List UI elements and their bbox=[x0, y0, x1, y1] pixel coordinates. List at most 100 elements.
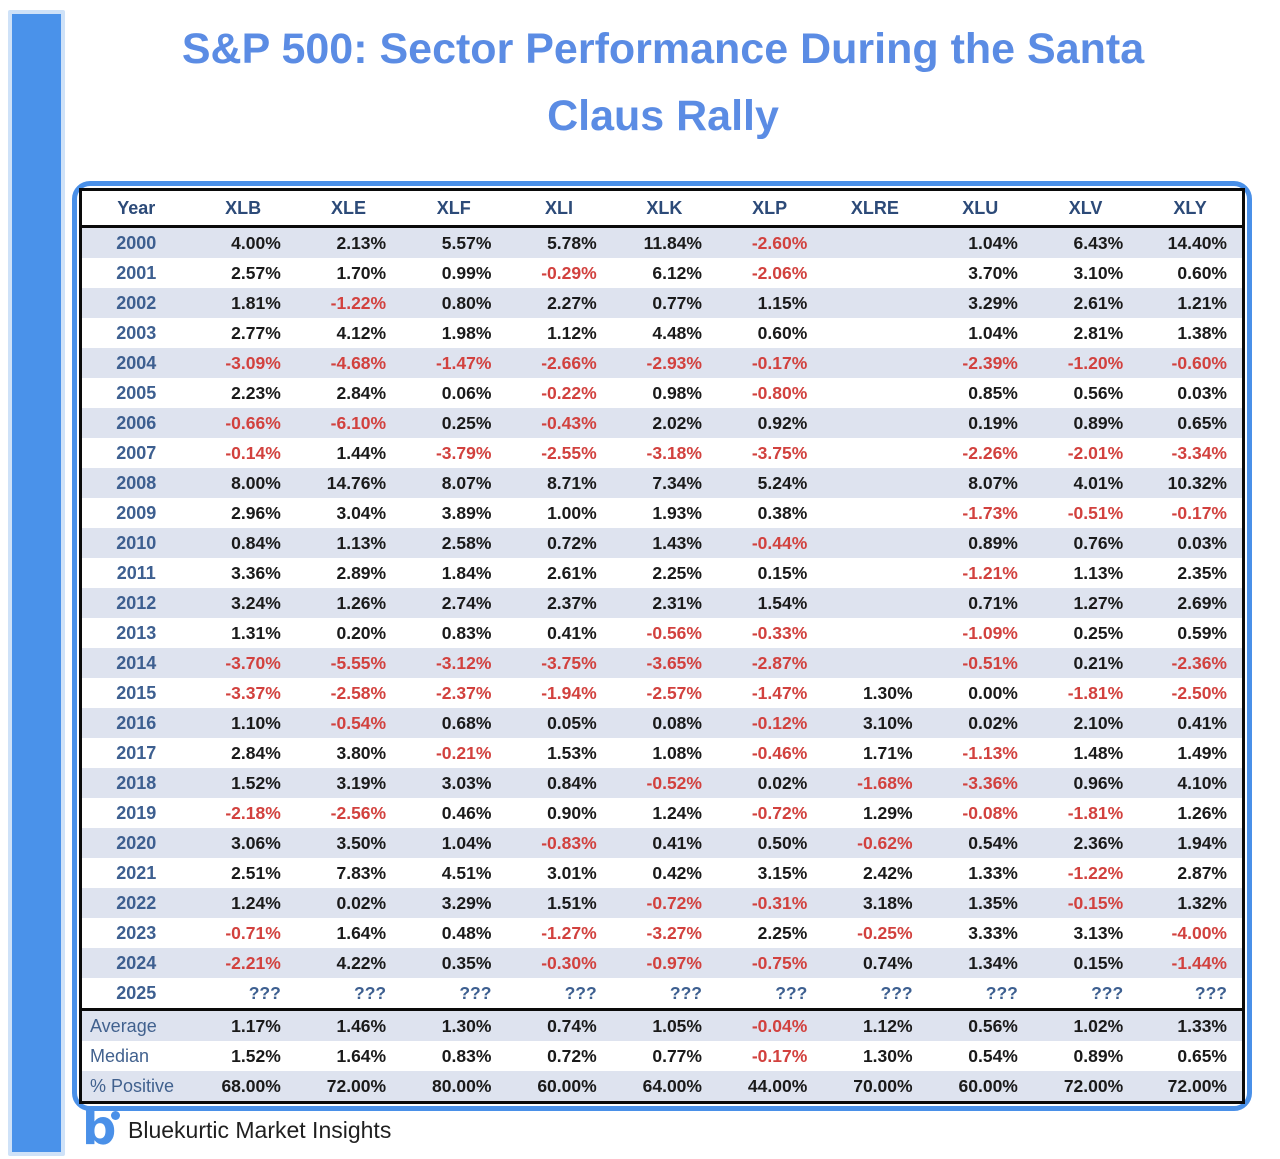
value-cell: 0.89% bbox=[927, 528, 1033, 558]
value-cell bbox=[822, 648, 928, 678]
value-cell: 1.54% bbox=[716, 588, 823, 618]
table-row-2024: 2024 -2.21% 4.22% 0.35% -0.30% -0.97% -0.75% 0.… bbox=[80, 948, 1244, 978]
value-cell bbox=[822, 408, 928, 438]
value-cell: ??? bbox=[459, 982, 492, 1003]
value-cell: 1.64% bbox=[336, 922, 387, 943]
value-cell: 1.05% bbox=[611, 1008, 717, 1041]
value-cell bbox=[822, 258, 927, 288]
value-cell: 3.29% bbox=[927, 288, 1033, 318]
value-cell: 5.24% bbox=[716, 468, 823, 498]
value-cell: 1.30% bbox=[401, 1008, 507, 1041]
value-cell: 0.02% bbox=[295, 888, 402, 918]
value-cell: -2.93% bbox=[611, 348, 717, 378]
value-cell: 0.20% bbox=[336, 622, 387, 643]
value-cell: -3.36% bbox=[927, 768, 1033, 798]
left-accent-bar bbox=[8, 10, 65, 1156]
year-cell: 2016 bbox=[80, 708, 191, 738]
value-cell: 3.19% bbox=[295, 768, 402, 798]
value-cell: 64.00% bbox=[611, 1071, 717, 1103]
table-header-row: Year XLB XLE XLF XLI XLK XLP XLRE XLU XLV XLY bbox=[80, 189, 1244, 228]
value-cell: 4.00% bbox=[190, 226, 296, 258]
value-cell: 0.46% bbox=[441, 802, 492, 823]
summary-row--positive: % Positive 68.00% 72.00% 80.00% 60.00% 64.00%… bbox=[80, 1071, 1244, 1103]
value-cell: 1.81% bbox=[190, 288, 296, 318]
value-cell: 11.84% bbox=[611, 226, 717, 258]
value-cell: -1.21% bbox=[962, 562, 1018, 583]
value-cell: 3.18% bbox=[822, 888, 928, 918]
value-cell: 0.83% bbox=[441, 622, 492, 643]
value-cell: 1.30% bbox=[862, 1045, 913, 1066]
value-cell: ??? bbox=[248, 982, 281, 1003]
value-cell: -3.65% bbox=[611, 648, 717, 678]
year-cell: 2017 bbox=[116, 742, 157, 763]
value-cell: 14.76% bbox=[295, 468, 402, 498]
value-cell: -1.47% bbox=[751, 682, 808, 703]
value-cell: -0.29% bbox=[541, 262, 597, 283]
year-cell: 2008 bbox=[80, 468, 191, 498]
value-cell: -0.43% bbox=[506, 408, 612, 438]
value-cell: 1.32% bbox=[1138, 888, 1244, 918]
value-cell: 60.00% bbox=[927, 1071, 1033, 1103]
value-cell: 0.03% bbox=[1138, 528, 1244, 558]
sector-performance-table: Year XLB XLE XLF XLI XLK XLP XLRE XLU XLV XLY 2000… bbox=[79, 188, 1245, 1104]
value-cell: -1.20% bbox=[1032, 348, 1139, 378]
value-cell: -5.55% bbox=[295, 648, 402, 678]
value-cell: 0.60% bbox=[757, 322, 808, 343]
value-cell: -3.12% bbox=[401, 648, 507, 678]
table-row-2009: 2009 2.96% 3.04% 3.89% 1.00% 1.93% 0.38% -1.73%… bbox=[81, 498, 1244, 528]
value-cell: -3.37% bbox=[225, 682, 281, 703]
value-cell: 1.12% bbox=[822, 1008, 928, 1041]
table-row-2014: 2014 -3.70% -5.55% -3.12% -3.75% -3.65% -2.87%… bbox=[80, 648, 1244, 678]
value-cell: 1.93% bbox=[652, 502, 702, 523]
value-cell: 0.90% bbox=[547, 802, 597, 823]
value-cell: 7.34% bbox=[611, 468, 717, 498]
value-cell: 1.64% bbox=[336, 1045, 387, 1066]
value-cell: -0.51% bbox=[1067, 502, 1124, 523]
value-cell: -2.26% bbox=[962, 442, 1018, 463]
value-cell: 1.33% bbox=[1138, 1008, 1244, 1041]
table-row-2008: 2008 8.00% 14.76% 8.07% 8.71% 7.34% 5.24% 8.07%… bbox=[80, 468, 1244, 498]
table-row-2011: 2011 3.36% 2.89% 1.84% 2.61% 2.25% 0.15% -1.21%… bbox=[81, 558, 1244, 588]
table-row-2016: 2016 1.10% -0.54% 0.68% 0.05% 0.08% -0.12% 3.10… bbox=[80, 708, 1244, 738]
value-cell: 2.96% bbox=[231, 502, 281, 523]
value-cell: 0.25% bbox=[401, 408, 507, 438]
value-cell: 0.72% bbox=[506, 528, 612, 558]
value-cell: -0.51% bbox=[927, 648, 1033, 678]
value-cell: -3.34% bbox=[1171, 442, 1227, 463]
value-cell: 0.89% bbox=[1073, 1045, 1124, 1066]
table-row-2018: 2018 1.52% 3.19% 3.03% 0.84% -0.52% 0.02% -1.68… bbox=[80, 768, 1244, 798]
value-cell: 60.00% bbox=[506, 1071, 612, 1103]
value-cell bbox=[822, 558, 927, 588]
value-cell: 3.10% bbox=[1073, 262, 1124, 283]
table-row-2010: 2010 0.84% 1.13% 2.58% 0.72% 1.43% -0.44% 0.89%… bbox=[80, 528, 1244, 558]
value-cell: -0.04% bbox=[716, 1008, 823, 1041]
value-cell: ??? bbox=[880, 982, 913, 1003]
table-row-2019: 2019 -2.18% -2.56% 0.46% 0.90% 1.24% -0.72% 1.2… bbox=[81, 798, 1244, 828]
value-cell: 0.03% bbox=[1177, 382, 1227, 403]
page-title: S&P 500: Sector Performance During the S… bbox=[76, 16, 1250, 150]
year-cell: 2005 bbox=[116, 382, 157, 403]
column-header-xlu: XLU bbox=[927, 189, 1033, 228]
value-cell: 0.02% bbox=[927, 708, 1033, 738]
value-cell: 2.84% bbox=[231, 742, 281, 763]
value-cell: -0.54% bbox=[295, 708, 402, 738]
value-cell: 0.59% bbox=[1177, 622, 1227, 643]
value-cell: -2.36% bbox=[1138, 648, 1244, 678]
summary-label: Average bbox=[80, 1008, 191, 1041]
table-row-2006: 2006 -0.66% -6.10% 0.25% -0.43% 2.02% 0.92% 0.1… bbox=[80, 408, 1244, 438]
value-cell: 0.02% bbox=[716, 768, 823, 798]
value-cell: -1.22% bbox=[295, 288, 402, 318]
value-cell: 0.38% bbox=[757, 502, 808, 523]
value-cell: -2.60% bbox=[716, 226, 823, 258]
value-cell: 72.00% bbox=[1032, 1071, 1139, 1103]
footer-branding: b Bluekurtic Market Insights bbox=[82, 1100, 391, 1156]
value-cell: -0.60% bbox=[1138, 348, 1244, 378]
value-cell: 1.51% bbox=[506, 888, 612, 918]
year-cell: 2018 bbox=[80, 768, 191, 798]
value-cell: 2.31% bbox=[611, 588, 717, 618]
value-cell: -0.17% bbox=[1171, 502, 1227, 523]
value-cell: 0.72% bbox=[547, 1045, 597, 1066]
value-cell: -4.00% bbox=[1171, 922, 1227, 943]
value-cell: ??? bbox=[564, 982, 597, 1003]
value-cell: 0.06% bbox=[441, 382, 492, 403]
